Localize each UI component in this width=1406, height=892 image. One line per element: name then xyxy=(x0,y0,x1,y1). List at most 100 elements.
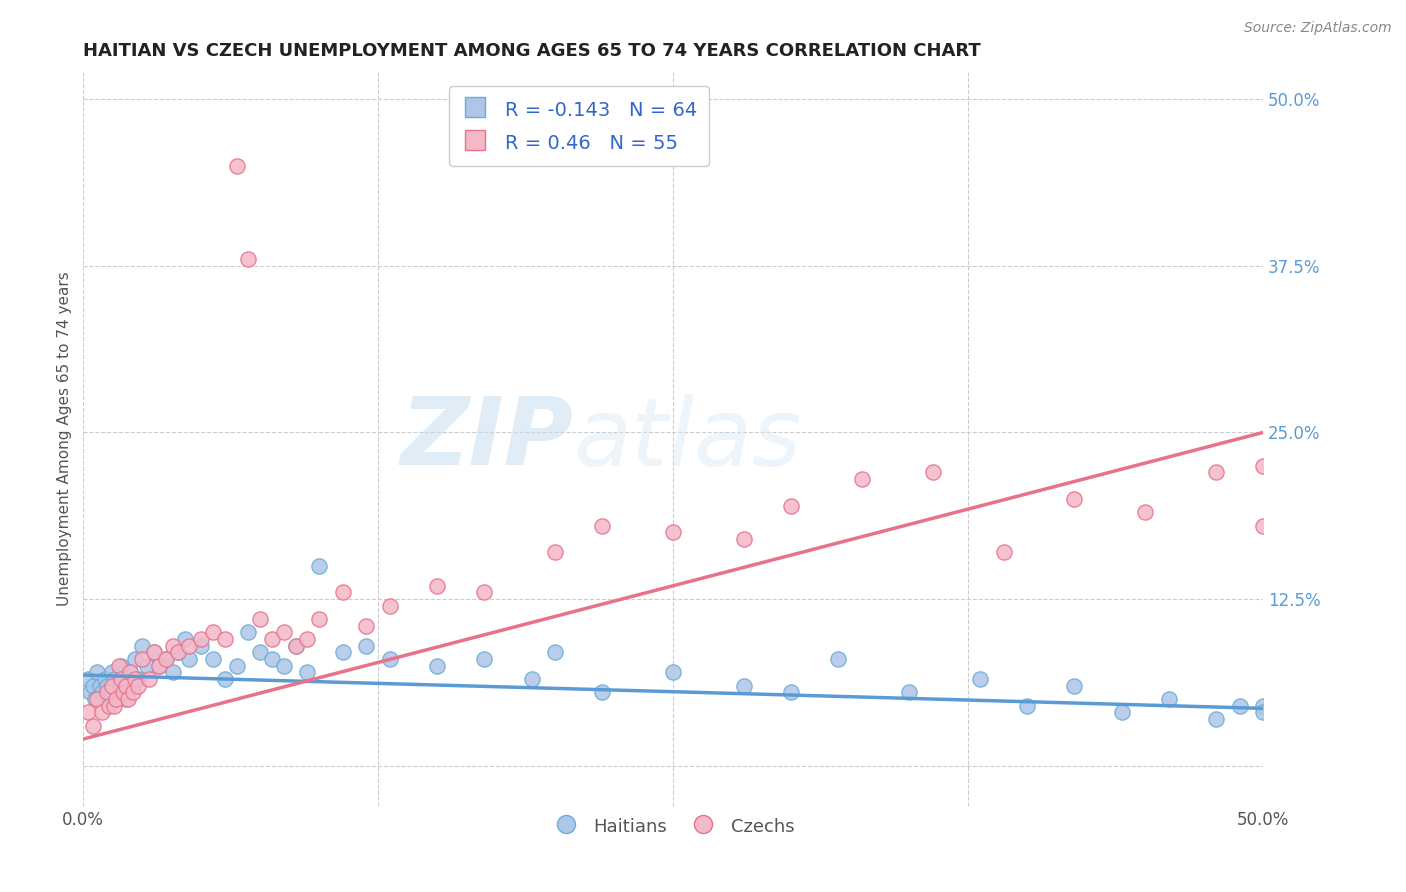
Point xyxy=(166,645,188,659)
Point xyxy=(733,532,755,546)
Point xyxy=(308,612,330,626)
Point xyxy=(520,672,543,686)
Point xyxy=(238,252,260,266)
Point xyxy=(544,645,567,659)
Point xyxy=(112,685,135,699)
Point xyxy=(96,685,118,699)
Point xyxy=(143,645,166,659)
Point xyxy=(284,639,307,653)
Point xyxy=(308,558,330,573)
Point xyxy=(96,679,118,693)
Point xyxy=(105,692,128,706)
Point xyxy=(969,672,991,686)
Point xyxy=(249,612,271,626)
Point xyxy=(162,639,184,653)
Point xyxy=(82,719,104,733)
Point xyxy=(77,706,100,720)
Point xyxy=(1017,698,1039,713)
Point xyxy=(114,692,136,706)
Point xyxy=(91,685,114,699)
Point xyxy=(117,685,139,699)
Legend: Haitians, Czechs: Haitians, Czechs xyxy=(546,808,801,845)
Point xyxy=(284,639,307,653)
Point xyxy=(662,665,685,680)
Point xyxy=(84,692,107,706)
Point xyxy=(148,658,170,673)
Point xyxy=(262,652,284,666)
Point xyxy=(426,579,449,593)
Point xyxy=(898,685,921,699)
Point xyxy=(124,652,146,666)
Point xyxy=(120,665,142,680)
Text: ZIP: ZIP xyxy=(401,393,574,485)
Point xyxy=(107,658,129,673)
Point xyxy=(332,645,354,659)
Point xyxy=(662,525,685,540)
Text: atlas: atlas xyxy=(574,393,801,484)
Point xyxy=(86,692,108,706)
Point xyxy=(202,652,225,666)
Point xyxy=(121,679,143,693)
Point xyxy=(89,679,111,693)
Point xyxy=(179,652,201,666)
Point xyxy=(249,645,271,659)
Point xyxy=(190,639,212,653)
Point xyxy=(155,652,177,666)
Point xyxy=(356,618,378,632)
Point xyxy=(136,658,159,673)
Point xyxy=(98,698,121,713)
Point xyxy=(356,639,378,653)
Point xyxy=(173,632,195,646)
Point xyxy=(1063,679,1085,693)
Point xyxy=(1111,706,1133,720)
Point xyxy=(262,632,284,646)
Point xyxy=(827,652,849,666)
Point xyxy=(1205,466,1227,480)
Point xyxy=(544,545,567,559)
Point xyxy=(851,472,873,486)
Point xyxy=(93,672,115,686)
Point xyxy=(474,652,496,666)
Point xyxy=(993,545,1015,559)
Point xyxy=(426,658,449,673)
Point xyxy=(273,658,295,673)
Point xyxy=(103,672,125,686)
Point xyxy=(780,685,803,699)
Point xyxy=(1251,706,1274,720)
Point xyxy=(297,665,319,680)
Point xyxy=(105,685,128,699)
Point xyxy=(1157,692,1180,706)
Point xyxy=(143,645,166,659)
Point xyxy=(921,466,943,480)
Point xyxy=(82,679,104,693)
Point xyxy=(98,692,121,706)
Point xyxy=(117,692,139,706)
Point xyxy=(1251,698,1274,713)
Point xyxy=(148,658,170,673)
Point xyxy=(107,679,129,693)
Point xyxy=(591,685,613,699)
Point xyxy=(162,665,184,680)
Point xyxy=(378,599,401,613)
Point xyxy=(166,645,188,659)
Point xyxy=(138,672,160,686)
Point xyxy=(202,625,225,640)
Point xyxy=(1135,505,1157,519)
Point xyxy=(1063,491,1085,506)
Point xyxy=(214,632,236,646)
Point xyxy=(273,625,295,640)
Point xyxy=(110,658,132,673)
Point xyxy=(110,672,132,686)
Point xyxy=(474,585,496,599)
Point xyxy=(214,672,236,686)
Point xyxy=(91,706,114,720)
Point xyxy=(1251,518,1274,533)
Point xyxy=(1229,698,1251,713)
Point xyxy=(378,652,401,666)
Text: Source: ZipAtlas.com: Source: ZipAtlas.com xyxy=(1244,21,1392,35)
Point xyxy=(100,679,122,693)
Point xyxy=(120,665,142,680)
Point xyxy=(591,518,613,533)
Point xyxy=(114,679,136,693)
Point xyxy=(332,585,354,599)
